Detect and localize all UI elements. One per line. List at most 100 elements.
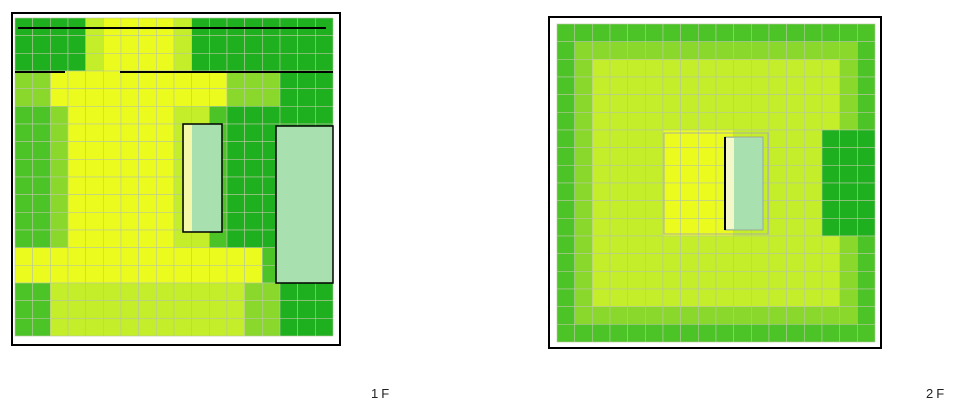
grid-cell: [609, 182, 628, 201]
grid-cell: [574, 76, 593, 95]
grid-cell: [698, 182, 717, 201]
grid-cell: [244, 194, 263, 213]
grid-cell: [297, 282, 316, 301]
grid-cell: [50, 194, 69, 213]
grid-cell: [786, 59, 805, 78]
grid-cell: [857, 253, 876, 272]
grid-cell: [279, 282, 298, 301]
grid-cell: [715, 306, 734, 325]
grid-cell: [592, 165, 611, 184]
grid-cell: [645, 218, 664, 237]
grid-cell: [857, 76, 876, 95]
grid-cell: [67, 247, 86, 266]
grid-cell: [698, 253, 717, 272]
grid-cell: [821, 288, 840, 307]
grid-cell: [315, 106, 334, 125]
grid-cell: [786, 112, 805, 131]
grid-cell: [156, 17, 175, 36]
grid-cell: [67, 194, 86, 213]
grid-cell: [67, 53, 86, 72]
grid-cell: [857, 288, 876, 307]
grid-cell: [244, 282, 263, 301]
grid-cell: [85, 265, 104, 284]
grid-cell: [680, 165, 699, 184]
grid-cell: [786, 23, 805, 42]
grid-cell: [67, 212, 86, 231]
grid-cell: [32, 35, 51, 54]
grid-cell: [662, 76, 681, 95]
grid-cell: [821, 94, 840, 113]
grid-cell: [226, 300, 245, 319]
grid-cell: [156, 282, 175, 301]
grid-cell: [244, 265, 263, 284]
grid-cell: [279, 53, 298, 72]
grid-cell: [120, 194, 139, 213]
grid-cell: [715, 235, 734, 254]
grid-cell: [804, 200, 823, 219]
grid-cell: [173, 70, 192, 89]
grid-cell: [173, 265, 192, 284]
grid-cell: [645, 165, 664, 184]
grid-cell: [786, 235, 805, 254]
grid-cell: [574, 59, 593, 78]
grid-cell: [173, 282, 192, 301]
grid-cell: [297, 70, 316, 89]
grid-cell: [733, 94, 752, 113]
grid-cell: [574, 235, 593, 254]
grid-cell: [609, 147, 628, 166]
grid-cell: [839, 324, 858, 343]
grid-cell: [556, 235, 575, 254]
grid-cell: [680, 253, 699, 272]
grid-cell: [574, 129, 593, 148]
grid-cell: [662, 271, 681, 290]
grid-cell: [209, 53, 228, 72]
grid-cell: [32, 88, 51, 107]
grid-cell: [821, 147, 840, 166]
grid-cell: [209, 106, 228, 125]
grid-cell: [120, 265, 139, 284]
grid-cell: [209, 282, 228, 301]
grid-cell: [262, 318, 281, 337]
grid-cell: [556, 147, 575, 166]
void: [275, 125, 334, 284]
grid-cell: [857, 218, 876, 237]
grid-cell: [32, 318, 51, 337]
grid-cell: [279, 106, 298, 125]
grid-cell: [662, 165, 681, 184]
grid-cell: [50, 141, 69, 160]
grid-cell: [627, 288, 646, 307]
grid-cell: [297, 106, 316, 125]
grid-cell: [857, 112, 876, 131]
grid-cell: [627, 182, 646, 201]
grid-cell: [609, 94, 628, 113]
grid-cell: [138, 212, 157, 231]
grid-cell: [804, 306, 823, 325]
grid-cell: [226, 88, 245, 107]
grid-cell: [173, 88, 192, 107]
grid-cell: [262, 106, 281, 125]
grid-cell: [627, 253, 646, 272]
grid-cell: [262, 35, 281, 54]
grid-cell: [786, 129, 805, 148]
grid-cell: [244, 70, 263, 89]
grid-cell: [50, 318, 69, 337]
grid-cell: [156, 300, 175, 319]
grid-cell: [627, 23, 646, 42]
grid-cell: [262, 70, 281, 89]
grid-cell: [698, 218, 717, 237]
grid-cell: [645, 235, 664, 254]
grid-cell: [839, 182, 858, 201]
grid-cell: [627, 59, 646, 78]
grid-cell: [786, 41, 805, 60]
grid-cell: [715, 112, 734, 131]
grid-cell: [751, 306, 770, 325]
grid-cell: [645, 200, 664, 219]
grid-cell: [103, 88, 122, 107]
grid-cell: [680, 23, 699, 42]
grid-cell: [244, 17, 263, 36]
grid-cell: [32, 123, 51, 142]
grid-cell: [244, 88, 263, 107]
grid-cell: [103, 17, 122, 36]
grid-cell: [592, 324, 611, 343]
grid-cell: [768, 200, 787, 219]
